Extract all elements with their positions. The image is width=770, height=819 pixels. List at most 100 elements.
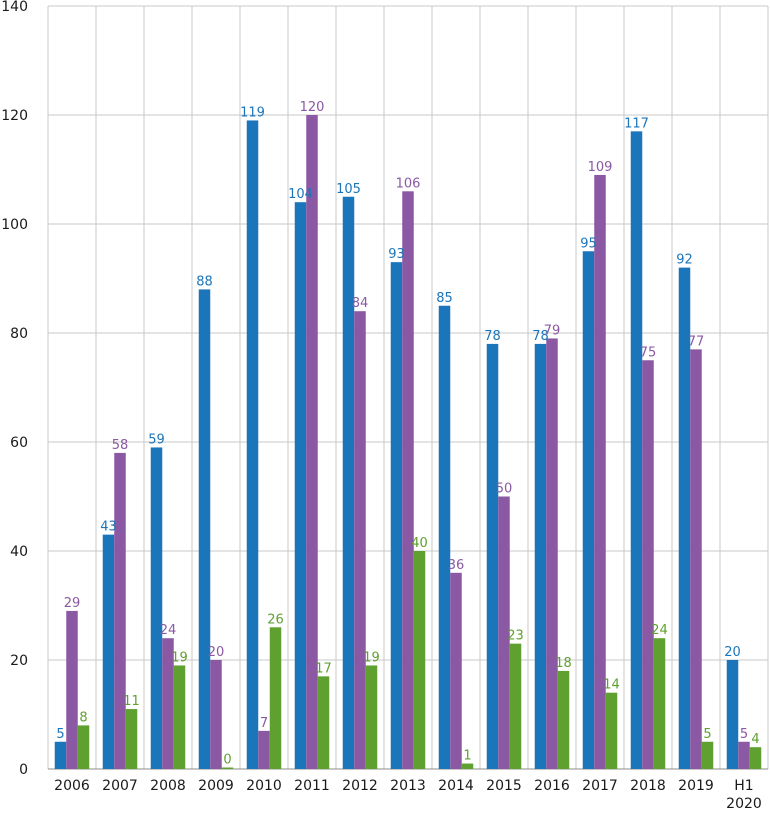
bar-series-1: [439, 306, 451, 769]
y-tick-label: 140: [1, 0, 28, 15]
bar-series-1: [295, 202, 307, 769]
x-category-label: 2020: [726, 796, 762, 812]
x-category-label: 2017: [582, 778, 618, 794]
bar-series-2: [546, 338, 558, 769]
data-label: 5: [703, 727, 711, 742]
y-tick-label: 100: [1, 217, 28, 233]
bar-series-3: [126, 709, 138, 769]
x-category-label: 2018: [630, 778, 666, 794]
data-label: 5: [740, 727, 748, 742]
bar-series-2: [258, 731, 270, 769]
y-tick-label: 40: [10, 544, 28, 560]
data-label: 11: [123, 694, 140, 709]
data-label: 1: [463, 749, 471, 764]
bar-series-1: [487, 344, 499, 769]
bar-series-1: [199, 289, 211, 769]
data-label: 95: [580, 236, 597, 251]
data-label: 17: [315, 661, 332, 676]
data-label: 84: [352, 296, 369, 311]
data-label: 75: [640, 345, 657, 360]
bar-series-2: [402, 191, 414, 769]
bar-series-2: [114, 453, 126, 769]
data-label: 5: [56, 727, 64, 742]
bar-series-2: [642, 360, 654, 769]
data-label: 36: [448, 558, 465, 573]
bar-series-2: [354, 311, 366, 769]
y-axis-tick-labels: 0 20 40 60 80 100 120 140: [1, 0, 28, 778]
data-label: 26: [267, 612, 284, 627]
x-category-label: 2014: [438, 778, 474, 794]
bar-series-3: [510, 644, 522, 769]
data-label: 4: [751, 732, 759, 747]
data-label: 24: [160, 623, 177, 638]
data-label: 92: [676, 253, 693, 268]
bar-series-1: [391, 262, 403, 769]
bar-series-1: [727, 660, 739, 769]
data-label: 19: [363, 650, 380, 665]
bar-series-2: [210, 660, 222, 769]
bar-series-1: [583, 251, 595, 769]
y-tick-label: 80: [10, 326, 28, 342]
bar-series-3: [366, 665, 378, 769]
data-label: 77: [688, 334, 705, 349]
y-tick-label: 120: [1, 108, 28, 124]
bar-series-3: [318, 676, 330, 769]
bar-series-2: [66, 611, 78, 769]
bar-series-2: [690, 349, 702, 769]
data-label: 93: [388, 247, 405, 262]
bar-series-3: [78, 725, 90, 769]
bar-series-1: [631, 131, 643, 769]
bar-series-3: [174, 665, 186, 769]
x-category-label: 2012: [342, 778, 378, 794]
data-label: 50: [496, 482, 513, 497]
x-category-label: 2013: [390, 778, 426, 794]
data-label: 23: [507, 629, 524, 644]
data-label: 78: [484, 329, 501, 344]
data-label: 119: [240, 105, 265, 120]
data-label: 18: [555, 656, 572, 671]
bar-series-1: [535, 344, 547, 769]
bar-series-1: [55, 742, 67, 769]
data-label: 20: [724, 645, 741, 660]
data-label: 14: [603, 678, 620, 693]
x-category-label: 2009: [198, 778, 234, 794]
x-category-label: 2015: [486, 778, 522, 794]
y-tick-label: 0: [19, 762, 28, 778]
data-label: 88: [196, 274, 213, 289]
data-label: 24: [651, 623, 668, 638]
data-label: 117: [624, 116, 649, 131]
bar-series-1: [247, 120, 259, 769]
data-label: 0: [223, 753, 231, 768]
y-tick-label: 60: [10, 435, 28, 451]
x-category-label: 2016: [534, 778, 570, 794]
x-category-label: 2019: [678, 778, 714, 794]
bar-series-1: [151, 447, 163, 769]
bar-series-3: [654, 638, 666, 769]
x-category-label: 2011: [294, 778, 330, 794]
data-label: 58: [112, 438, 129, 453]
data-label: 20: [208, 645, 225, 660]
data-label: 59: [148, 432, 165, 447]
bar-series-3: [222, 768, 234, 770]
data-label: 19: [171, 650, 188, 665]
bar-series-3: [414, 551, 426, 769]
bar-series-3: [558, 671, 570, 769]
data-label: 43: [100, 520, 117, 535]
x-axis-category-labels: 2006 2007 2008 2009 2010 2011 2012 2013 2014 2015…: [54, 778, 762, 812]
data-label: 85: [436, 291, 453, 306]
data-label: 7: [260, 716, 268, 731]
data-label: 8: [79, 710, 87, 725]
x-category-label: 2007: [102, 778, 138, 794]
bar-series-2: [738, 742, 750, 769]
x-category-label: 2010: [246, 778, 282, 794]
data-label: 106: [396, 176, 421, 191]
data-label: 109: [588, 160, 613, 175]
bar-series-3: [702, 742, 714, 769]
bar-series-3: [270, 627, 282, 769]
bar-series-3: [750, 747, 762, 769]
data-label: 120: [300, 100, 325, 115]
bar-series-3: [606, 693, 618, 769]
data-label: 105: [336, 182, 361, 197]
data-label: 79: [544, 323, 561, 338]
